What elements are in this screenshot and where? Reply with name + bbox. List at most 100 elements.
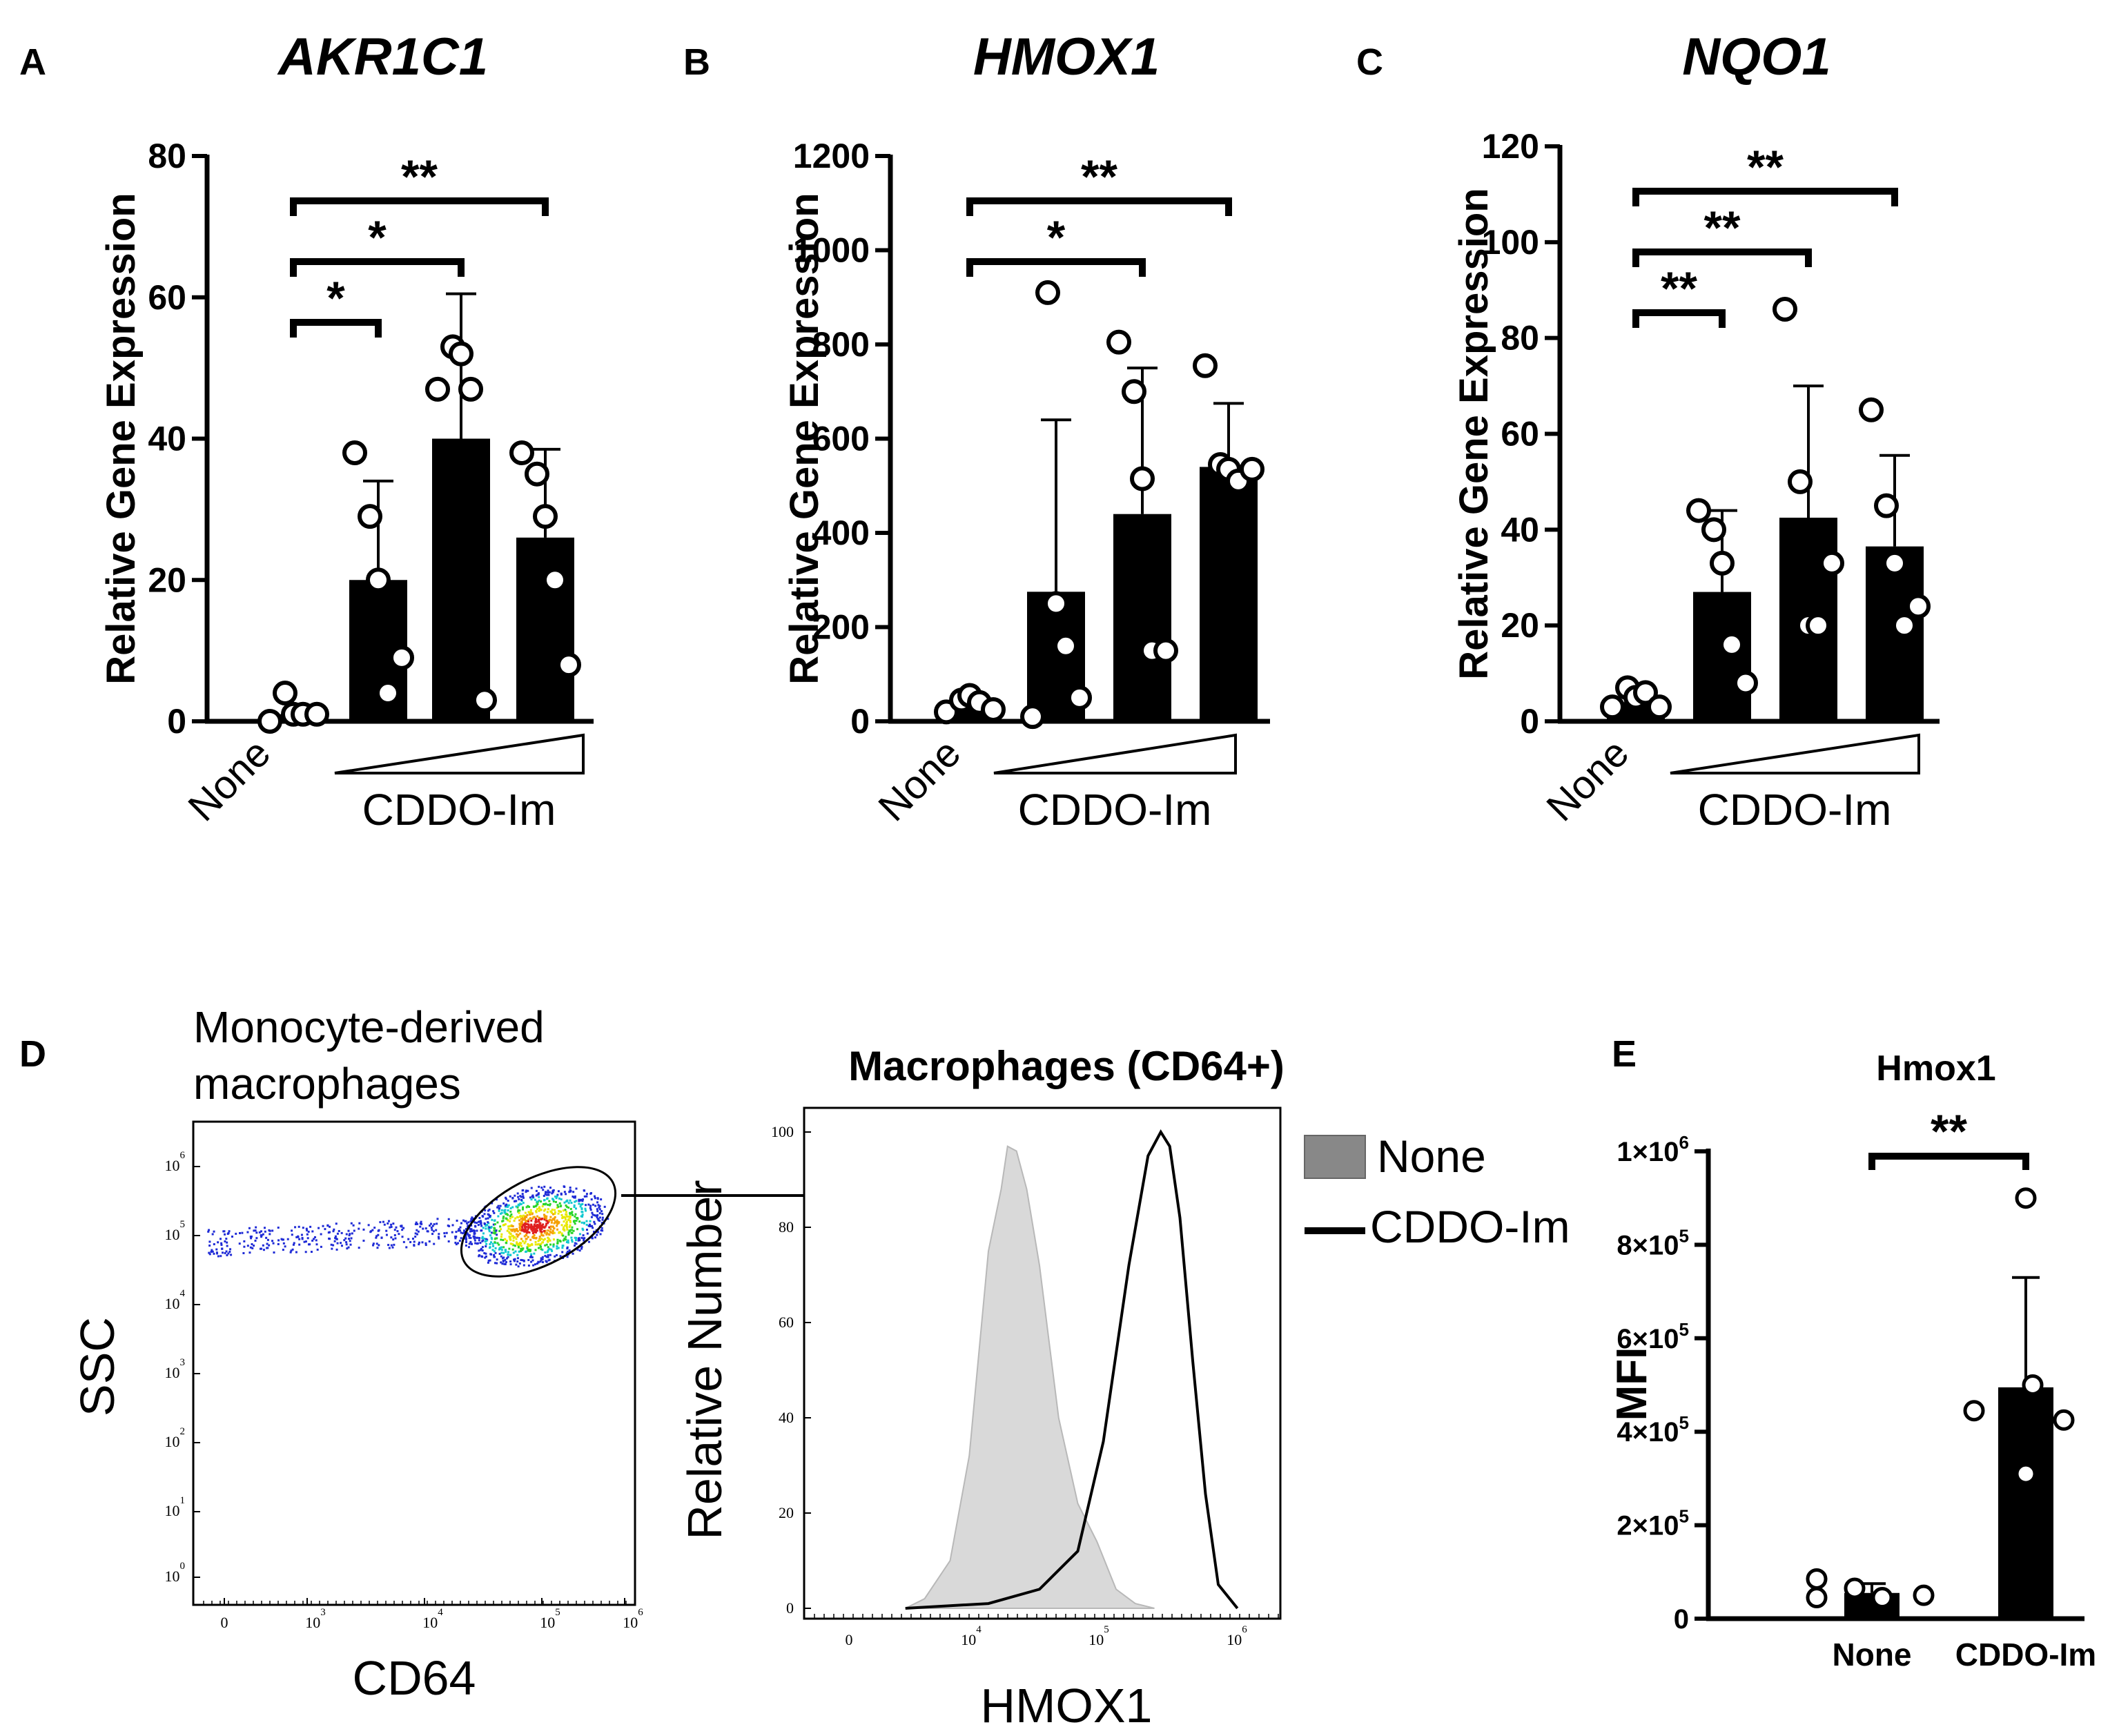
scatter-dot: [576, 1218, 579, 1220]
scatter-dot: [511, 1248, 514, 1251]
scatter-dot: [596, 1197, 599, 1200]
scatter-dot: [428, 1240, 431, 1243]
scatter-dot: [578, 1249, 581, 1252]
scatter-dot: [282, 1242, 285, 1245]
panel-a-significance-bracket: [290, 197, 549, 216]
scatter-dot: [253, 1245, 255, 1247]
scatter-dot: [273, 1251, 275, 1254]
scatter-dot: [375, 1236, 378, 1239]
scatter-dot: [536, 1227, 539, 1229]
scatter-dot: [504, 1258, 507, 1261]
panel-a-y-tick-label: 0: [167, 702, 186, 741]
scatter-dot: [497, 1205, 500, 1207]
scatter-dot: [417, 1230, 420, 1233]
scatter-dot: [554, 1209, 556, 1211]
scatter-dot: [581, 1200, 584, 1202]
scatter-dot: [211, 1233, 214, 1236]
scatter-dot: [535, 1189, 538, 1192]
panel-c-data-point: [1719, 632, 1744, 657]
scatter-dot: [564, 1209, 567, 1211]
scatter-dot: [558, 1231, 561, 1233]
scatter-dot: [593, 1220, 596, 1223]
scatter-dot: [540, 1226, 543, 1229]
scatter-dot: [538, 1239, 541, 1242]
scatter-dot: [476, 1229, 478, 1232]
scatter-dot: [320, 1233, 322, 1236]
scatter-dot: [227, 1231, 230, 1234]
scatter-dot: [565, 1236, 567, 1238]
scatter-dot: [390, 1226, 393, 1229]
scatter-dot: [393, 1229, 396, 1231]
scatter-dot: [527, 1243, 529, 1246]
scatter-dot: [504, 1223, 507, 1226]
scatter-dot: [428, 1225, 431, 1227]
panel-d-gate: [460, 1166, 617, 1278]
scatter-dot: [527, 1258, 530, 1261]
scatter-dot: [502, 1224, 505, 1227]
scatter-dot: [560, 1213, 563, 1216]
scatter-dot: [521, 1259, 524, 1262]
scatter-dot: [493, 1211, 496, 1214]
scatter-dot: [530, 1224, 533, 1227]
scatter-dot: [467, 1225, 469, 1227]
scatter-dot: [560, 1193, 563, 1196]
scatter-dot: [600, 1210, 603, 1213]
scatter-dot: [467, 1233, 469, 1236]
scatter-dot: [520, 1223, 523, 1226]
scatter-dot: [521, 1240, 524, 1242]
scatter-dot: [571, 1226, 574, 1229]
scatter-dot: [377, 1233, 380, 1236]
scatter-dot: [540, 1258, 543, 1261]
scatter-dot: [574, 1207, 577, 1210]
scatter-dot: [485, 1245, 487, 1248]
panel-b-significance-bracket: [966, 197, 1232, 216]
scatter-dot: [600, 1227, 603, 1229]
scatter-dot: [589, 1205, 592, 1207]
scatter-dot: [512, 1236, 515, 1239]
scatter-dot: [552, 1198, 555, 1201]
scatter-dot: [554, 1200, 557, 1203]
scatter-dot: [499, 1212, 502, 1215]
scatter-dot: [507, 1253, 509, 1256]
scatter-dot: [295, 1251, 297, 1254]
scatter-dot: [546, 1231, 549, 1234]
scatter-dot: [521, 1222, 524, 1225]
scatter-dot: [536, 1208, 538, 1211]
scatter-dot: [517, 1265, 520, 1268]
scatter-dot: [516, 1241, 518, 1244]
panel-d-scatter-x-tick-label: 104: [422, 1607, 443, 1631]
scatter-dot: [460, 1222, 462, 1225]
panel-b-significance-label: **: [1081, 150, 1117, 203]
scatter-dot: [524, 1240, 527, 1243]
panel-b-data-point: [1035, 280, 1060, 305]
scatter-dot: [509, 1210, 512, 1213]
scatter-dot: [547, 1203, 549, 1206]
scatter-dot: [559, 1205, 562, 1208]
legend-none-label: None: [1377, 1131, 1486, 1182]
scatter-dot: [502, 1246, 505, 1249]
panel-a-significance-bracket: [290, 258, 465, 277]
scatter-dot: [528, 1248, 531, 1251]
scatter-dot: [493, 1254, 496, 1256]
scatter-dot: [507, 1200, 509, 1202]
scatter-dot: [215, 1248, 218, 1251]
panel-b-y-tick-label: 400: [812, 514, 870, 552]
scatter-dot: [235, 1232, 237, 1235]
panel-a-y-tick-label: 80: [148, 137, 186, 175]
scatter-dot: [585, 1209, 587, 1212]
scatter-dot: [538, 1207, 540, 1209]
scatter-dot: [567, 1202, 570, 1205]
scatter-dot: [351, 1232, 353, 1235]
scatter-dot: [590, 1216, 593, 1218]
scatter-dot: [271, 1229, 274, 1232]
scatter-dot: [311, 1230, 314, 1233]
scatter-dot: [569, 1221, 572, 1224]
scatter-dot: [600, 1229, 603, 1232]
scatter-dot: [303, 1240, 306, 1243]
scatter-dot: [545, 1220, 548, 1222]
scatter-dot: [566, 1247, 569, 1250]
scatter-dot: [387, 1244, 390, 1247]
scatter-dot: [509, 1225, 511, 1227]
scatter-dot: [580, 1215, 583, 1218]
scatter-dot: [547, 1229, 549, 1232]
